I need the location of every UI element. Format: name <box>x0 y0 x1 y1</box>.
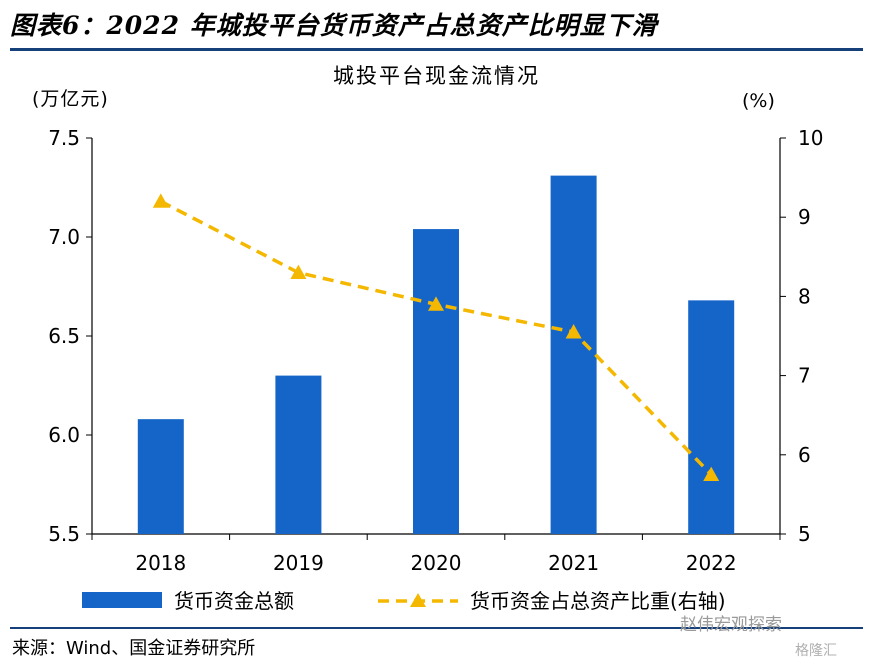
right-tick-label: 9 <box>798 205 811 229</box>
left-tick-label: 7.0 <box>48 225 80 249</box>
watermark-small: 格隆汇 <box>795 643 837 659</box>
right-tick-label: 8 <box>798 284 811 308</box>
bar <box>550 175 597 534</box>
figure-header: 图表6：2022 年城投平台货币资产占总资产比明显下滑 <box>10 6 863 51</box>
chart-title: 城投平台现金流情况 <box>333 64 540 88</box>
line-point <box>565 324 582 339</box>
right-axis-unit: (%) <box>742 90 775 112</box>
line-point <box>703 466 720 481</box>
x-tick-label: 2020 <box>411 551 462 575</box>
bar <box>137 419 184 534</box>
left-tick-label: 7.5 <box>48 126 80 150</box>
left-axis-unit: (万亿元) <box>32 88 109 110</box>
x-tick-label: 2018 <box>135 551 186 575</box>
bar <box>275 375 322 534</box>
figure-title: 图表6：2022 年城投平台货币资产占总资产比明显下滑 <box>10 11 658 40</box>
legend-swatch-bar <box>82 592 162 608</box>
right-tick-label: 6 <box>798 443 811 467</box>
watermark: 赵伟宏观探索 <box>680 615 782 635</box>
line-point <box>152 193 169 208</box>
bar <box>413 229 459 534</box>
right-tick-label: 5 <box>798 522 811 546</box>
x-tick-label: 2021 <box>548 551 599 575</box>
source-note: 来源：Wind、国金证券研究所 <box>12 638 256 659</box>
left-tick-label: 6.0 <box>48 423 80 447</box>
x-tick-label: 2022 <box>686 551 737 575</box>
right-tick-label: 7 <box>798 364 811 388</box>
x-tick-label: 2019 <box>273 551 324 575</box>
right-tick-label: 10 <box>798 126 823 150</box>
legend-marker-line <box>410 593 426 607</box>
left-tick-label: 6.5 <box>48 324 80 348</box>
legend-label-bar: 货币资金总额 <box>174 589 294 613</box>
bar <box>688 300 735 534</box>
line-point <box>290 264 307 280</box>
footer-divider <box>10 627 863 629</box>
line-point <box>428 296 444 311</box>
left-tick-label: 5.5 <box>48 522 80 546</box>
legend-label-line: 货币资金占总资产比重(右轴) <box>470 589 726 613</box>
header-divider <box>10 48 863 51</box>
